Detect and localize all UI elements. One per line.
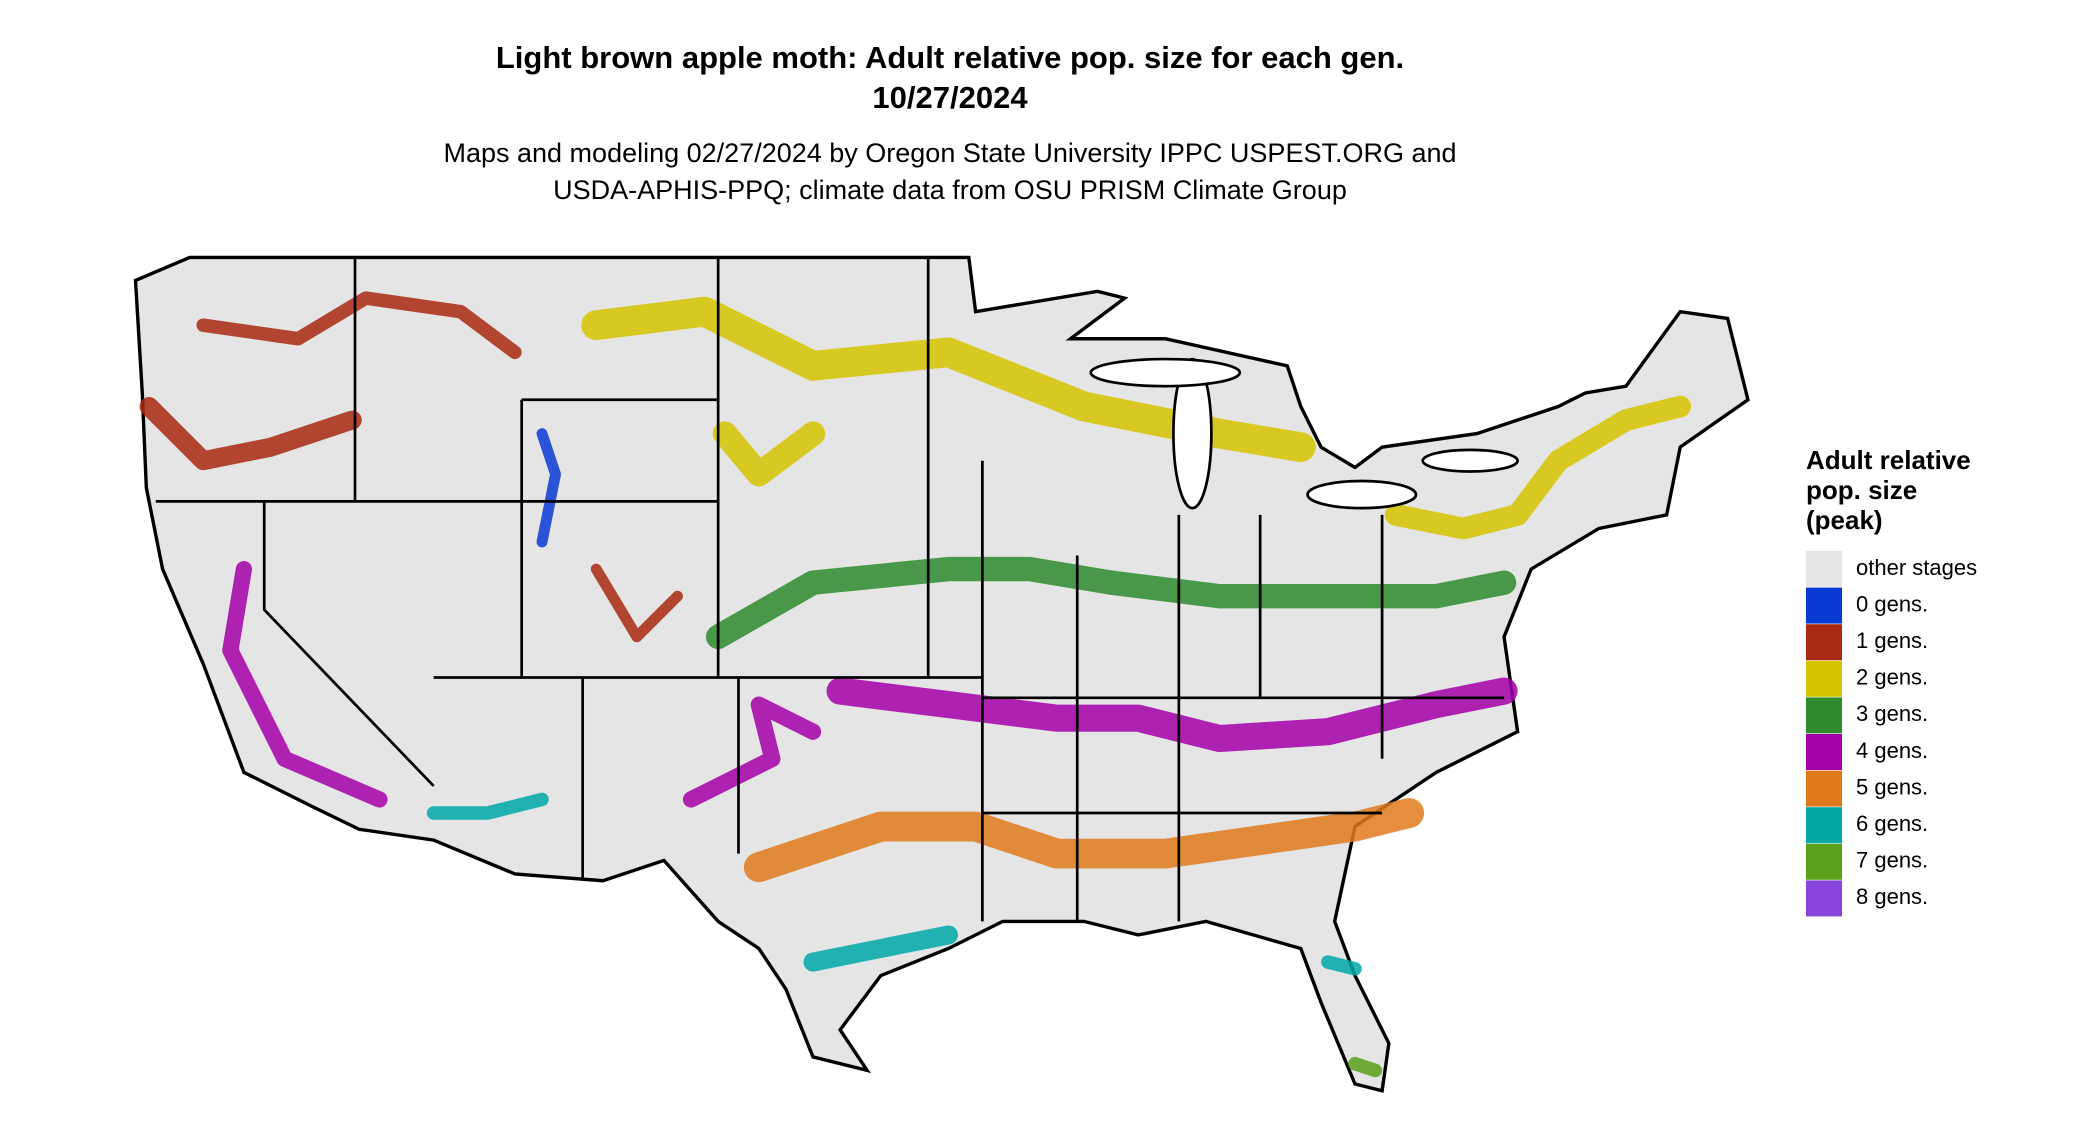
title-line: 10/27/2024 <box>872 80 1028 115</box>
legend-swatch <box>1806 551 1842 587</box>
generation-zone <box>712 421 826 487</box>
legend-swatch <box>1806 624 1842 661</box>
generation-zone <box>682 696 822 808</box>
legend-label: 1 gens. <box>1856 628 1928 653</box>
legend-swatch <box>1806 697 1842 734</box>
legend-label: 7 gens. <box>1856 848 1928 873</box>
generation-zone <box>705 556 1517 650</box>
legend-swatch <box>1806 843 1842 880</box>
map <box>133 255 1750 1093</box>
generation-zone <box>1348 1056 1383 1078</box>
legend-label: 6 gens. <box>1856 811 1928 836</box>
great-lakes <box>1089 357 1519 510</box>
legend-label: 2 gens. <box>1856 665 1928 690</box>
legend-swatch <box>1806 770 1842 807</box>
generation-zone <box>743 798 1425 883</box>
legend-label: 0 gens. <box>1856 591 1928 616</box>
generation-zone <box>590 563 683 643</box>
generation-zone <box>581 296 1316 463</box>
legend-swatch <box>1806 660 1842 697</box>
generation-zone <box>196 291 522 360</box>
legend-swatch <box>1806 807 1842 844</box>
generation-zones <box>139 291 1692 1078</box>
legend-title: pop. size <box>1806 475 1917 505</box>
generation-zone <box>426 792 549 820</box>
generation-zone <box>536 428 561 548</box>
state-borders <box>155 257 1505 922</box>
legend-title: Adult relative <box>1806 445 1971 475</box>
generation-zone <box>1384 395 1692 540</box>
title-line: Light brown apple moth: Adult relative p… <box>496 40 1404 75</box>
generation-zone <box>222 560 388 808</box>
legend-title: (peak) <box>1806 505 1883 535</box>
legend-label: other stages <box>1856 555 1977 580</box>
legend-swatch <box>1806 587 1842 624</box>
subtitle-line: USDA-APHIS-PPQ; climate data from OSU PR… <box>553 175 1347 205</box>
legend-swatch <box>1806 880 1842 917</box>
us-outline <box>133 255 1750 1093</box>
generation-zone <box>803 925 958 972</box>
legend-label: 4 gens. <box>1856 738 1928 763</box>
legend-swatch <box>1806 734 1842 770</box>
legend-label: 5 gens. <box>1856 774 1928 799</box>
legend-label: 3 gens. <box>1856 701 1928 726</box>
legend-label: 8 gens. <box>1856 884 1928 909</box>
generation-zone <box>1321 955 1362 976</box>
subtitle-line: Maps and modeling 02/27/2024 by Oregon S… <box>443 138 1456 168</box>
generation-zone <box>139 397 362 471</box>
